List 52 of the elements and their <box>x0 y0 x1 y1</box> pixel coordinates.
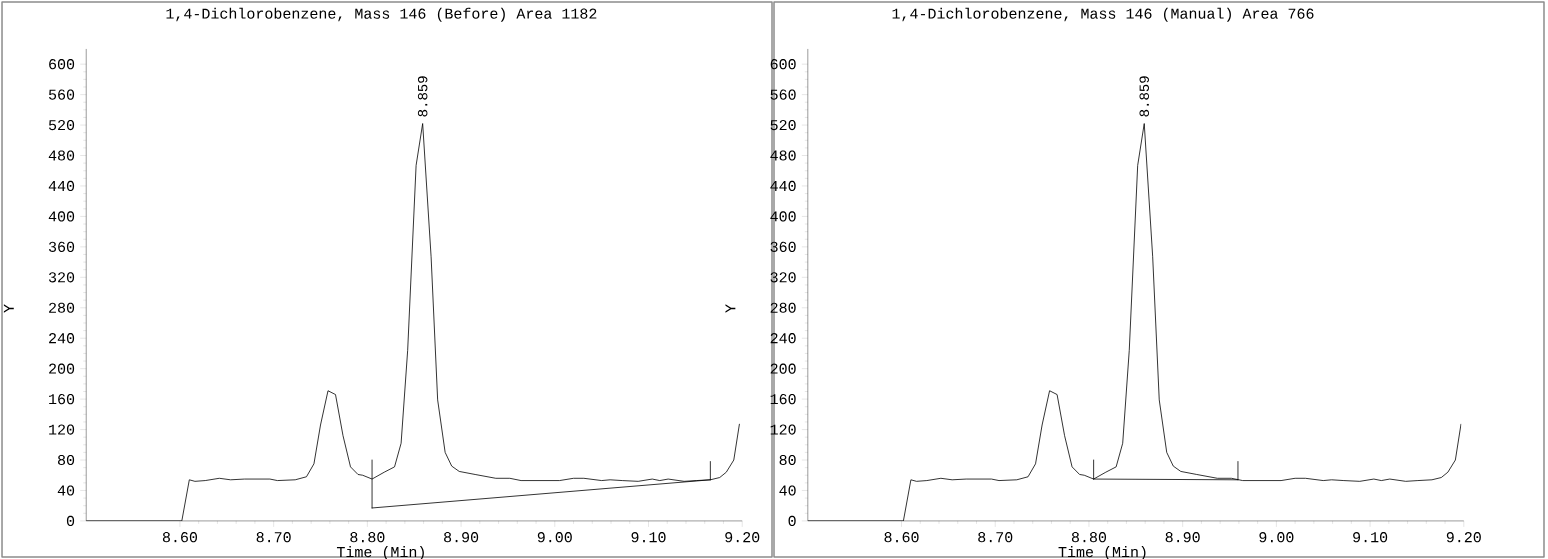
x-tick-label: 8.60 <box>884 532 919 543</box>
chart-title: 1,4-Dichlorobenzene, Mass 146 (Manual) Area 766 <box>892 7 1314 22</box>
y-tick-label: 40 <box>779 485 796 496</box>
x-tick-label: 8.70 <box>256 532 291 543</box>
x-tick-label: 9.20 <box>725 532 760 543</box>
chart-title: 1,4-Dichlorobenzene, Mass 146 (Before) Area 1182 <box>166 7 597 22</box>
y-tick-label: 80 <box>779 454 796 466</box>
x-tick-label: 9.10 <box>631 532 666 543</box>
y-tick-label: 280 <box>49 302 75 313</box>
x-tick-label: 9.10 <box>1353 532 1388 543</box>
y-tick-label: 440 <box>48 180 75 192</box>
y-tick-label: 320 <box>770 272 796 283</box>
y-tick-label: 520 <box>48 119 75 131</box>
y-tick-label: 240 <box>49 333 75 344</box>
x-tick-label: 9.00 <box>537 532 572 543</box>
x-tick-label: 8.60 <box>162 532 198 543</box>
x-tick-label: 9.20 <box>1446 532 1481 543</box>
y-tick-label: 120 <box>49 424 75 435</box>
y-axis-title: Y <box>3 304 14 313</box>
y-tick-label: 560 <box>48 89 75 100</box>
y-tick-label: 0 <box>788 515 796 527</box>
y-tick-label: 440 <box>770 180 796 192</box>
y-tick-label: 400 <box>48 211 75 222</box>
y-tick-label: 600 <box>770 59 796 70</box>
y-tick-label: 0 <box>66 515 75 527</box>
x-tick-label: 8.90 <box>444 532 479 543</box>
y-tick-label: 160 <box>49 394 75 405</box>
y-tick-label: 280 <box>770 302 796 313</box>
y-tick-label: 600 <box>49 59 75 70</box>
y-tick-label: 360 <box>48 241 75 252</box>
x-tick-label: 8.80 <box>1071 532 1107 543</box>
y-tick-label: 200 <box>770 363 796 374</box>
y-tick-label: 480 <box>48 150 75 161</box>
annotation: 8.859 <box>1139 76 1149 117</box>
x-tick-label: 8.90 <box>1165 532 1200 543</box>
y-tick-label: 120 <box>770 424 796 435</box>
x-tick-label: 9.00 <box>1259 532 1294 543</box>
x-tick-label: 8.70 <box>978 532 1013 543</box>
y-axis-title: Y <box>725 304 736 313</box>
y-tick-label: 40 <box>57 485 75 496</box>
y-tick-label: 320 <box>48 272 75 283</box>
y-tick-label: 240 <box>770 333 796 344</box>
annotation: 8.859 <box>417 76 428 117</box>
y-tick-label: 400 <box>770 211 796 222</box>
y-tick-label: 80 <box>58 454 75 466</box>
x-tick-label: 8.80 <box>350 532 385 543</box>
y-tick-label: 200 <box>49 363 75 374</box>
y-tick-label: 480 <box>770 150 796 161</box>
y-tick-label: 560 <box>770 89 796 100</box>
y-tick-label: 160 <box>770 394 796 405</box>
y-tick-label: 520 <box>770 119 796 131</box>
y-tick-label: 360 <box>770 241 796 252</box>
